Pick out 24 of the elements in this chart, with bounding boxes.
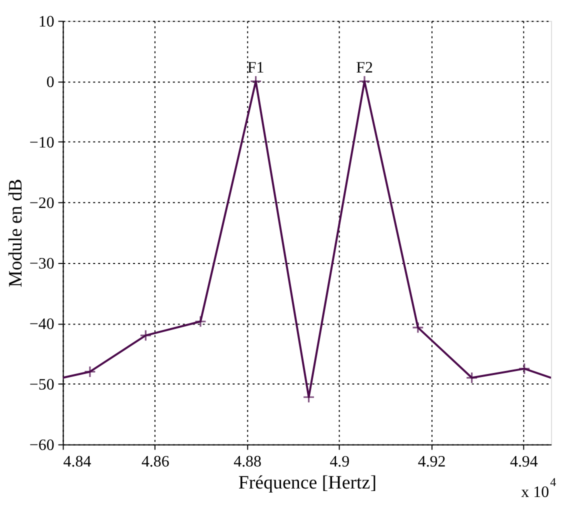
x-tick-label: 4.9 [330,454,350,471]
point [466,372,478,384]
y-tick-label: 10 [38,13,54,30]
y-tick-label: −30 [29,255,54,272]
x-tick-label: 4.84 [63,454,92,471]
x-tick-label: 4.92 [418,454,446,471]
y-tick-label: −20 [29,194,54,212]
point [140,329,152,342]
y-tick-label: −10 [29,134,54,152]
point [518,362,530,375]
y-tick-label: −40 [29,316,54,333]
point [194,315,207,328]
x-tick-label: 4.86 [141,454,170,471]
annotation: F1 [247,59,264,76]
x-tick-label: 4.88 [234,454,262,471]
x-tick-label: 4.94 [510,454,538,471]
x-axis-title: Fréquence [Hertz] [238,472,376,494]
y-tick-label: −60 [29,436,54,454]
point [412,322,424,334]
point [84,366,96,378]
y-tick-label: 0 [46,74,54,91]
y-axis-title: Module en dB [5,178,26,288]
annotation: F2 [356,59,373,76]
y-tick-label: −50 [29,376,54,394]
